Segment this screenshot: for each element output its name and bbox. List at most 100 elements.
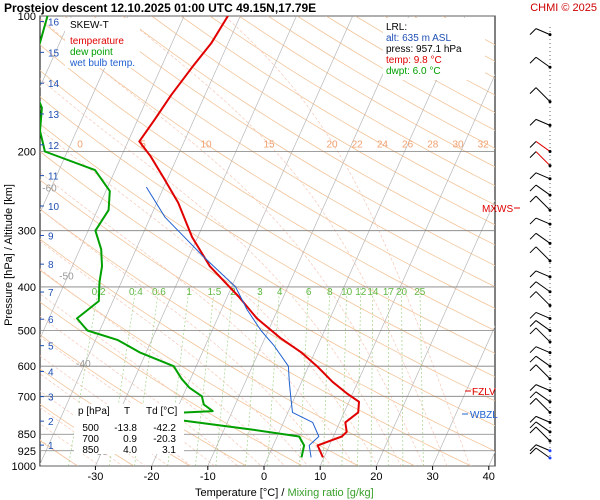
moist-adiabat: [40, 240, 309, 466]
temperature-tick-label: -10: [200, 471, 216, 483]
mixing-ratio-label: 6: [306, 287, 312, 298]
isotherm-label: -60: [42, 184, 57, 195]
mxws-marker: MXWS: [482, 204, 520, 215]
adiabat-label: 22: [352, 140, 364, 151]
dry-adiabat: [40, 179, 495, 452]
temperature-tick-label: 20: [370, 471, 382, 483]
adiabat-label: 24: [377, 140, 389, 151]
pressure-tick-label: 200: [18, 146, 36, 158]
wind-barb: [529, 384, 552, 393]
fzlv-marker: FZLV: [465, 387, 496, 398]
isotherm: [40, 16, 185, 340]
mixing-ratio-line: [299, 286, 309, 466]
isotherm: [376, 199, 495, 466]
isotherm: [95, 16, 297, 466]
altitude-tick-label: 10: [48, 202, 60, 213]
moist-adiabat: [40, 78, 402, 466]
table-cell: -42.2: [153, 423, 176, 434]
wind-barb: [529, 232, 552, 245]
dry-adiabat: [40, 334, 248, 466]
dry-adiabat: [180, 16, 495, 206]
altitude-tick-label: 1: [48, 441, 54, 452]
dry-adiabat: [63, 16, 495, 288]
table-cell: -20.3: [153, 434, 176, 445]
temperature-tick-label: 0: [261, 471, 267, 483]
isotherm: [40, 16, 129, 214]
wind-barb: [529, 172, 552, 181]
dry-adiabat: [40, 70, 495, 354]
dry-adiabat: [40, 208, 473, 466]
dry-adiabat: [40, 123, 495, 402]
altitude-tick-label: 4: [48, 367, 54, 378]
mixing-ratio-label: 1: [186, 287, 192, 298]
adiabat-label: 0: [77, 140, 83, 151]
mixing-ratio-label: 2: [230, 287, 236, 298]
mixing-ratio-line: [419, 286, 424, 466]
altitude-tick-label: 5: [48, 342, 54, 353]
lrl-press: press: 957.1 hPa: [386, 44, 462, 55]
mixing-ratio-label: 0.6: [152, 287, 166, 298]
isotherm-label: -50: [59, 271, 74, 282]
mixing-ratio-line: [370, 286, 374, 466]
wind-barbs: [529, 24, 552, 460]
adiabat-label: 10: [200, 140, 212, 151]
mixing-ratio-label: 8: [327, 287, 333, 298]
svg-text:FZLV: FZLV: [472, 387, 496, 398]
dry-adiabat: [40, 44, 495, 331]
adiabat-label: 32: [478, 140, 490, 151]
wind-barb: [529, 444, 552, 453]
mixing-ratio-label: 14: [367, 287, 379, 298]
dry-adiabat: [40, 238, 416, 466]
wind-barb: [529, 320, 552, 333]
mixing-ratio-label: 4: [277, 287, 283, 298]
y-axis-label: Pressure [hPa] / Altitude [km]: [3, 184, 15, 326]
plot-area: [39, 15, 496, 467]
isotherm-label: -40: [76, 359, 91, 370]
mixing-ratio-label: 20: [396, 287, 408, 298]
moist-adiabat: [40, 171, 356, 466]
mixing-ratio-line: [245, 286, 261, 466]
svg-text:WBZL: WBZL: [470, 410, 498, 421]
altitude-tick-label: 16: [48, 18, 60, 29]
mixing-ratio-line: [215, 286, 234, 466]
wind-barb: [529, 447, 552, 460]
altitude-tick-label: 7: [48, 288, 54, 299]
isotherm: [263, 16, 466, 466]
dry-adiabat: [40, 269, 360, 466]
altitude-tick-label: 15: [48, 48, 60, 59]
adiabat-label: 15: [263, 140, 275, 151]
isotherm: [207, 16, 410, 466]
table-header-p: p [hPa]: [78, 406, 110, 417]
pressure-tick-label: 700: [18, 391, 36, 403]
moist-adiabat: [40, 336, 216, 466]
temperature-tick-label: -20: [144, 471, 160, 483]
pressure-tick-label: 400: [18, 282, 36, 294]
lrl-dwpt: dwpt: 6.0 °C: [386, 66, 441, 77]
lrl-alt: alt: 635 m ASL: [386, 33, 451, 44]
moist-adiabat: [40, 293, 262, 466]
wind-barb: [529, 56, 552, 69]
table-cell: 700: [82, 434, 99, 445]
isobars: [40, 15, 495, 467]
pressure-tick-label: 500: [18, 326, 36, 338]
wind-barb: [529, 421, 552, 434]
dry-adiabat: [40, 440, 79, 466]
legend-title: SKEW-T: [70, 20, 109, 31]
wbzl-marker: WBZL: [462, 410, 498, 421]
adiabat-label: 26: [402, 140, 414, 151]
dry-adiabat: [151, 16, 495, 226]
moist-adiabat: [40, 17, 425, 466]
dry-adiabat: [40, 19, 495, 309]
pressure-tick-label: 600: [18, 361, 36, 373]
isotherm: [40, 16, 241, 466]
svg-text:MXWS: MXWS: [482, 204, 513, 215]
altitude-tick-label: 13: [48, 110, 60, 121]
legend-wetbulb: wet bulb temp.: [69, 58, 135, 69]
altitude-tick-label: 9: [48, 231, 54, 242]
moist-adiabat: [40, 129, 379, 466]
brand-label: CHMI © 2025: [530, 2, 597, 14]
temperature-tick-label: -30: [87, 471, 103, 483]
x-axis-label: Temperature [°C] / Mixing ratio [g/kg]: [195, 487, 374, 499]
mixing-ratio-label: 0.4: [129, 287, 143, 298]
